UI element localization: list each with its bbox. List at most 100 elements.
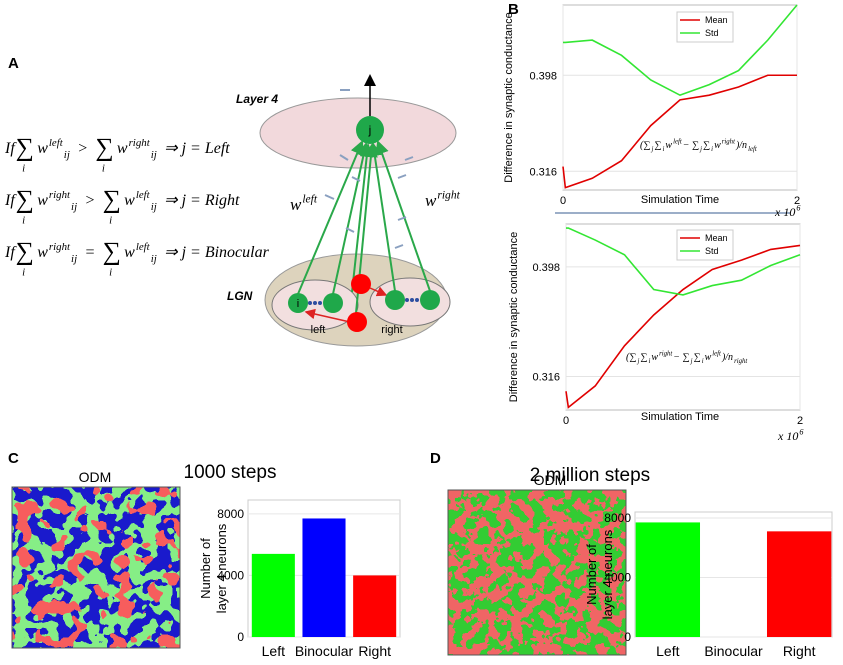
x-tick-label: Binocular bbox=[295, 643, 354, 659]
bar bbox=[635, 522, 701, 637]
dot bbox=[410, 298, 414, 302]
dash bbox=[345, 227, 355, 233]
formula-part: j bbox=[699, 146, 702, 153]
formula-part: ⇒ j = Right bbox=[164, 192, 240, 209]
x-tick-label: Right bbox=[358, 643, 391, 659]
formula-part: ∑ bbox=[103, 236, 121, 265]
lgn-label: LGN bbox=[227, 289, 253, 303]
formula-part: ij bbox=[64, 149, 70, 161]
neuron bbox=[420, 290, 440, 310]
formula-part: ij bbox=[71, 201, 77, 213]
bar bbox=[251, 553, 295, 637]
layer4-label: Layer 4 bbox=[236, 92, 278, 106]
line bbox=[562, 74, 797, 189]
plot-area bbox=[562, 4, 798, 191]
formula-part: w bbox=[124, 192, 135, 209]
line bbox=[563, 4, 798, 97]
formula-part: w bbox=[425, 191, 437, 210]
legend-box bbox=[676, 11, 734, 43]
formula-part: left bbox=[748, 146, 758, 153]
odm-label: ODM bbox=[534, 472, 567, 488]
x-tick-label: 2 bbox=[797, 415, 803, 427]
dots bbox=[308, 298, 419, 305]
x-tick-label: Left bbox=[262, 643, 285, 659]
red-arrow bbox=[304, 308, 351, 323]
line bbox=[565, 244, 801, 409]
dash bbox=[404, 156, 414, 161]
diagram-shapes bbox=[259, 74, 457, 347]
formula-part: x 10 bbox=[777, 429, 798, 443]
formula-part: left bbox=[136, 241, 151, 253]
formula-part: left bbox=[302, 192, 318, 205]
formula-part: (∑ bbox=[626, 352, 636, 363]
formula-part: i bbox=[711, 146, 713, 153]
formula-part: If bbox=[4, 192, 17, 209]
formula-part: right bbox=[722, 139, 736, 146]
formula-part: right bbox=[49, 241, 71, 253]
connection bbox=[367, 142, 396, 292]
formula-part: w bbox=[714, 140, 721, 151]
formula-part: right bbox=[129, 137, 151, 149]
formula-part: w bbox=[290, 195, 302, 214]
y-tick-label: 4000 bbox=[217, 568, 244, 582]
x-tick-label: Left bbox=[656, 643, 679, 659]
plot-area bbox=[565, 223, 801, 411]
formula-part: 6 bbox=[799, 428, 804, 437]
formula-part: ∑ bbox=[95, 132, 113, 161]
x-axis-label: Simulation Time bbox=[641, 194, 719, 206]
dot bbox=[313, 301, 317, 305]
formula-part: i bbox=[102, 162, 105, 174]
legend-label: Mean bbox=[705, 15, 728, 25]
formula-part: w bbox=[705, 352, 712, 363]
formula-part: left bbox=[136, 189, 151, 201]
formula-part: i bbox=[649, 358, 651, 365]
formula-part: (∑ bbox=[640, 140, 650, 151]
formula-part: w bbox=[651, 352, 658, 363]
neuron-label: j bbox=[368, 123, 372, 137]
formula-part: i bbox=[663, 146, 665, 153]
y-tick-label: 0.316 bbox=[529, 166, 557, 178]
formula-part: If bbox=[4, 244, 17, 261]
formula-part: w bbox=[37, 140, 48, 157]
dash bbox=[339, 154, 349, 161]
dash bbox=[397, 216, 407, 221]
odm-border bbox=[11, 486, 181, 649]
y-tick-label: 0 bbox=[237, 630, 244, 644]
formula-part: left bbox=[49, 137, 64, 149]
dot bbox=[308, 301, 312, 305]
formula-part: ⇒ j = Left bbox=[164, 140, 230, 157]
formula-part: ij bbox=[151, 253, 157, 265]
formula-part: ∑ bbox=[694, 352, 701, 363]
formula-part: left bbox=[712, 351, 722, 358]
dot bbox=[318, 301, 322, 305]
formula-part: )/n bbox=[735, 140, 747, 151]
panel-label: C bbox=[8, 450, 19, 467]
y-tick-label: 0 bbox=[624, 630, 631, 644]
neuron bbox=[323, 293, 343, 313]
formula-part: = bbox=[85, 244, 96, 261]
bar bbox=[302, 518, 346, 637]
y-axis-label: Number of bbox=[584, 544, 599, 605]
x-tick-label: 2 bbox=[794, 195, 800, 207]
eye-label: left bbox=[311, 324, 326, 336]
panel-label: A bbox=[8, 55, 19, 72]
formula-part: ∑ bbox=[640, 352, 647, 363]
legend-box bbox=[676, 229, 734, 261]
connection bbox=[351, 143, 374, 293]
formula-part: > bbox=[77, 140, 88, 157]
formula-part: > bbox=[85, 192, 96, 209]
red-arrow bbox=[369, 286, 388, 297]
inhibitory-neuron bbox=[347, 312, 367, 332]
formula-part: left bbox=[673, 139, 683, 146]
dot bbox=[405, 298, 409, 302]
formula-part: − ∑ bbox=[683, 140, 699, 151]
odm-steps: 1000 steps bbox=[184, 462, 277, 483]
y-axis-label: layer 4 neurons bbox=[214, 523, 229, 613]
y-axis-label: layer 4 neurons bbox=[600, 529, 615, 619]
formula-part: ij bbox=[151, 149, 157, 161]
connection bbox=[332, 142, 371, 295]
eye-label: right bbox=[381, 324, 402, 336]
formula-part: i bbox=[22, 266, 25, 278]
y-tick-label: 0.316 bbox=[532, 372, 560, 384]
